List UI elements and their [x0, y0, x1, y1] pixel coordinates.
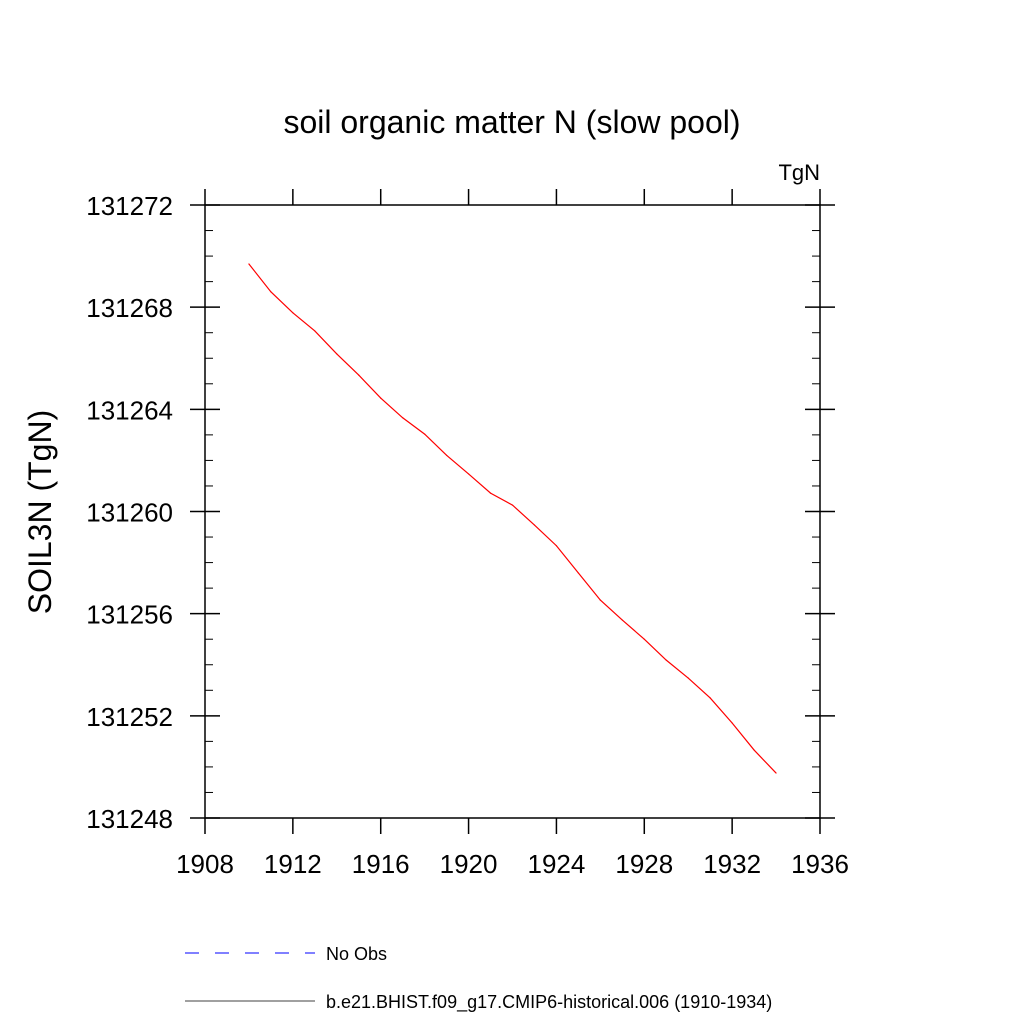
- data-point: [424, 433, 426, 435]
- data-point: [402, 417, 404, 419]
- x-tick-label: 1936: [791, 849, 849, 879]
- x-tick-label: 1928: [615, 849, 673, 879]
- data-point: [775, 772, 777, 774]
- data-point: [511, 504, 514, 506]
- data-point: [489, 492, 492, 494]
- x-tick-label: 1908: [176, 849, 234, 879]
- data-point: [753, 749, 755, 751]
- y-tick-label: 131272: [86, 191, 173, 221]
- legend-label-model: b.e21.BHIST.f09_g17.CMIP6-historical.006…: [326, 992, 772, 1013]
- series-line: [248, 263, 777, 774]
- data-point: [446, 454, 448, 456]
- y-tick-label: 131256: [86, 600, 173, 630]
- data-point: [665, 659, 667, 661]
- x-tick-label: 1916: [352, 849, 410, 879]
- data-point: [555, 545, 558, 547]
- data-point: [314, 330, 316, 332]
- data-point: [709, 697, 711, 699]
- legend-label-no-obs: No Obs: [326, 944, 387, 964]
- y-axis-label: SOIL3N (TgN): [22, 410, 58, 614]
- data-point: [292, 312, 294, 314]
- data-point: [621, 619, 623, 621]
- y-tick-label: 131248: [86, 804, 173, 834]
- data-point: [643, 638, 645, 640]
- data-point: [533, 524, 536, 526]
- units-label: TgN: [778, 160, 820, 185]
- data-point: [467, 473, 470, 475]
- data-point: [270, 291, 272, 293]
- x-tick-label: 1912: [264, 849, 322, 879]
- x-tick-label: 1932: [703, 849, 761, 879]
- y-tick-label: 131260: [86, 498, 173, 528]
- x-tick-label: 1924: [528, 849, 586, 879]
- data-point: [336, 353, 338, 355]
- data-point: [248, 263, 250, 265]
- data-point: [380, 397, 382, 399]
- plot-frame: [204, 204, 821, 819]
- y-tick-label: 131268: [86, 293, 173, 323]
- data-point: [358, 374, 360, 376]
- data-point: [599, 599, 601, 601]
- x-tick-label: 1920: [440, 849, 498, 879]
- data-point: [687, 677, 689, 679]
- chart-title: soil organic matter N (slow pool): [283, 104, 740, 140]
- data-point: [577, 572, 579, 574]
- y-tick-label: 131264: [86, 395, 173, 425]
- data-point: [731, 722, 733, 724]
- y-tick-label: 131252: [86, 702, 173, 732]
